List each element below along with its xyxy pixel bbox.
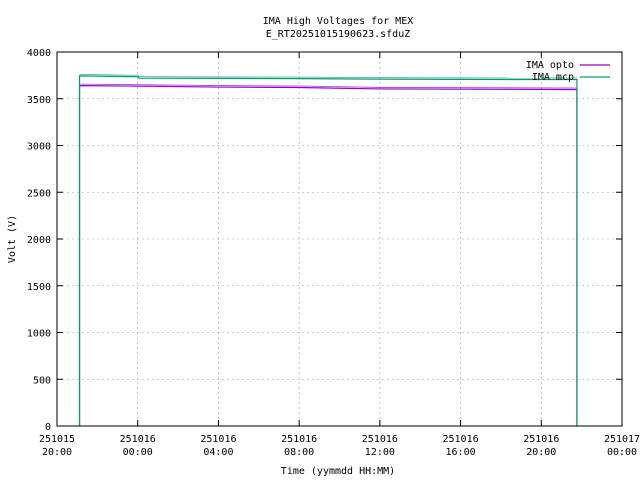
x-tick-label: 251016 04:00 (200, 434, 236, 458)
x-tick-time: 00:00 (123, 447, 153, 458)
x-tick-date: 251017 (604, 434, 640, 445)
x-tick-time: 08:00 (284, 447, 314, 458)
x-tick-label: 251017 00:00 (604, 434, 640, 458)
x-tick-date: 251015 (39, 434, 75, 445)
legend-label-0: IMA opto (526, 60, 574, 71)
x-tick-label: 251016 00:00 (120, 434, 156, 458)
series-line-1 (78, 75, 578, 426)
series-band-1 (137, 74, 140, 77)
y-axis-label: Volt (V) (7, 215, 18, 263)
x-tick-time: 04:00 (203, 447, 233, 458)
chart-title: IMA High Voltages for MEX (263, 16, 414, 27)
series-band-0 (137, 84, 219, 86)
series-lines (78, 73, 578, 426)
legend-label-1: IMA mcp (532, 72, 574, 83)
x-tick-time: 00:00 (607, 447, 637, 458)
x-tick-label: 251016 08:00 (281, 434, 317, 458)
x-tick-date: 251016 (523, 434, 559, 445)
series-band-1 (79, 73, 138, 76)
x-tick-label: 251016 20:00 (523, 434, 559, 458)
series-line-0 (78, 85, 578, 426)
x-tick-time: 16:00 (446, 447, 476, 458)
series-band-0 (299, 85, 380, 88)
y-tick-label: 4000 (27, 48, 51, 59)
x-tick-label: 251016 12:00 (362, 434, 398, 458)
x-tick-date: 251016 (281, 434, 317, 445)
y-tick-label: 500 (33, 375, 51, 386)
x-tick-date: 251016 (443, 434, 479, 445)
x-tick-time: 20:00 (42, 447, 72, 458)
y-tick-label: 2000 (27, 235, 51, 246)
x-axis-label: Time (yymmdd HH:MM) (281, 466, 395, 477)
x-tick-time: 20:00 (526, 447, 556, 458)
y-tick-label: 2500 (27, 188, 51, 199)
axis-ticks: 0 500 1000 1500 2000 2500 3000 3500 4000 251015 20… (27, 48, 640, 458)
chart-subtitle: E_RT20251015190623.sfduZ (266, 29, 411, 40)
x-tick-date: 251016 (120, 434, 156, 445)
x-tick-time: 12:00 (365, 447, 395, 458)
x-tick-date: 251016 (362, 434, 398, 445)
x-tick-date: 251016 (200, 434, 236, 445)
x-tick-label: 251015 20:00 (39, 434, 75, 458)
y-tick-label: 3000 (27, 142, 51, 153)
y-tick-label: 1500 (27, 282, 51, 293)
x-tick-label: 251016 16:00 (443, 434, 479, 458)
y-tick-label: 3500 (27, 95, 51, 106)
y-tick-label: 0 (45, 422, 51, 433)
y-tick-label: 1000 (27, 329, 51, 340)
grid (57, 52, 622, 426)
